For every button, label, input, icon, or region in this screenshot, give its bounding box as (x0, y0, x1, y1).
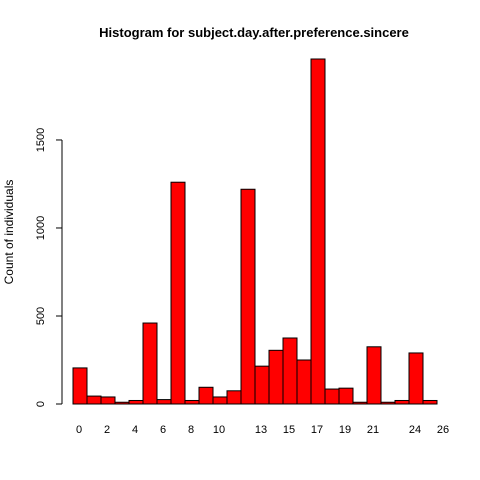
histogram-bar (212, 396, 228, 405)
histogram-bar (226, 390, 242, 405)
x-tick-label: 8 (188, 424, 194, 436)
y-tick-label: 1500 (35, 128, 47, 152)
x-tick-label: 26 (437, 424, 449, 436)
x-tick-label: 24 (409, 424, 421, 436)
x-tick-label: 4 (132, 424, 138, 436)
y-axis: 0 500 1000 1500 (35, 128, 63, 407)
bars-group (72, 58, 438, 405)
histogram-bar (170, 181, 186, 405)
y-tick-label: 0 (35, 401, 47, 407)
x-tick-labels: 02468101315171921242630 (76, 424, 449, 436)
x-tick-label: 2 (104, 424, 110, 436)
x-tick-label: 13 (255, 424, 267, 436)
histogram-bar (184, 399, 200, 405)
x-tick-label: 17 (311, 424, 323, 436)
x-tick-label: 10 (213, 424, 225, 436)
histogram-bar (282, 337, 298, 405)
histogram-bar (366, 346, 382, 405)
x-tick-label: 0 (76, 424, 82, 436)
chart-title: Histogram for subject.day.after.preferen… (99, 25, 409, 40)
x-tick-label: 6 (160, 424, 166, 436)
y-tick-label: 1000 (35, 216, 47, 240)
x-tick-label: 15 (283, 424, 295, 436)
x-tick-label: 21 (367, 424, 379, 436)
histogram-bar (86, 395, 102, 405)
y-tick-label: 500 (35, 307, 47, 325)
histogram-bar (100, 396, 116, 405)
histogram-bar (352, 401, 368, 405)
histogram-bar (338, 387, 354, 405)
histogram-bar (268, 349, 284, 405)
histogram-bar (310, 58, 326, 405)
histogram-bar (114, 401, 130, 405)
histogram-bar (380, 401, 396, 405)
histogram-bar (324, 388, 340, 405)
histogram-bar (422, 399, 438, 405)
histogram-bar (254, 365, 270, 405)
histogram-bar (128, 399, 144, 405)
histogram-bar (72, 367, 88, 405)
histogram-bar (240, 188, 256, 405)
histogram-bar (156, 399, 172, 405)
histogram-bar (296, 359, 312, 405)
histogram-bar (394, 399, 410, 405)
y-axis-label: Count of individuals (2, 180, 16, 285)
histogram-bar (408, 352, 424, 405)
histogram-bar (198, 386, 214, 405)
histogram-bar (142, 322, 158, 405)
x-tick-label: 19 (339, 424, 351, 436)
